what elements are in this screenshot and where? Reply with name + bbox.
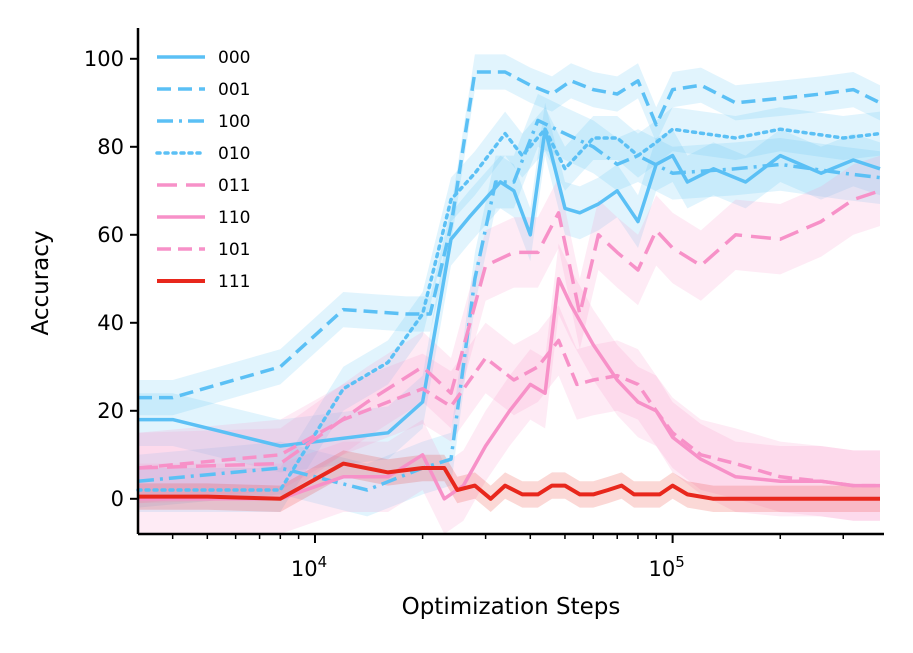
- series-line-010: [136, 127, 882, 492]
- y-tick-label: 40: [97, 311, 124, 335]
- legend-label: 111: [218, 272, 250, 292]
- series-line-101: [137, 338, 880, 488]
- series-line-000: [138, 127, 881, 448]
- legend-entry-111: 111: [157, 272, 250, 292]
- legend-label: 100: [218, 112, 250, 132]
- band-101: [138, 305, 880, 521]
- y-tick-label: 0: [111, 487, 124, 511]
- legend-entry-101: 101: [157, 240, 250, 260]
- legend-entry-000: 000: [157, 48, 250, 68]
- x-tick-label: 105: [648, 553, 684, 581]
- series-lines: [136, 70, 882, 501]
- series-line-011: [137, 189, 881, 470]
- y-tick-label: 20: [97, 399, 124, 423]
- x-axis-label: Optimization Steps: [402, 594, 621, 620]
- legend-entry-011: 011: [157, 176, 250, 196]
- x-tick-label: 104: [291, 553, 327, 581]
- y-tick-label: 100: [84, 47, 124, 71]
- band-110: [138, 243, 880, 534]
- series-line-110: [138, 277, 880, 501]
- series-line-100: [137, 118, 881, 492]
- legend-label: 101: [218, 240, 250, 260]
- band-000: [138, 102, 880, 473]
- legend-label: 110: [218, 208, 250, 228]
- legend-entry-100: 100: [157, 112, 250, 132]
- legend-entry-110: 110: [157, 208, 250, 228]
- band-011: [138, 155, 880, 504]
- legend-entry-010: 010: [155, 144, 250, 164]
- legend-entry-001: 001: [157, 80, 250, 100]
- tick-marks: 0 20 40 60 80 100 104 105: [84, 47, 844, 581]
- series-line-001: [138, 70, 881, 400]
- band-010: [138, 107, 880, 512]
- legend-label: 010: [218, 144, 250, 164]
- legend-label: 001: [218, 80, 250, 100]
- legend-label: 000: [218, 48, 250, 68]
- legend: 000 001 100 010 011 110 101 111: [155, 48, 250, 292]
- series-line-111: [138, 461, 880, 501]
- y-tick-label: 60: [97, 223, 124, 247]
- y-axis-label: Accuracy: [28, 230, 54, 335]
- y-tick-label: 80: [97, 135, 124, 159]
- axes: [136, 28, 884, 536]
- legend-label: 011: [218, 176, 250, 196]
- band-001: [138, 54, 880, 416]
